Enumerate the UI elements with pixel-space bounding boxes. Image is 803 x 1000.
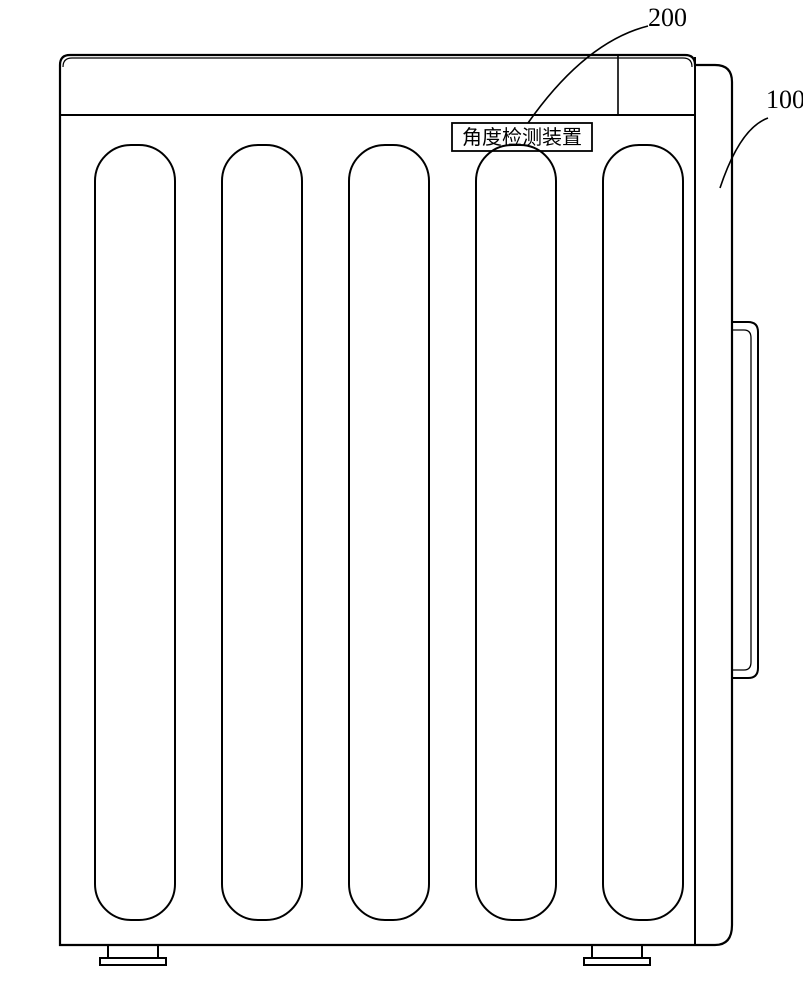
patent-diagram: 角度检测装置 xyxy=(0,0,803,1000)
lid-seam xyxy=(63,58,692,67)
front-slots xyxy=(95,145,683,920)
leader-200 xyxy=(528,26,648,123)
detection-device-label: 角度检测装置 xyxy=(462,126,582,149)
leader-100 xyxy=(720,118,768,188)
door-handle xyxy=(732,322,758,678)
appliance-outer-body xyxy=(60,55,732,945)
feet xyxy=(100,945,650,965)
ref-200: 200 xyxy=(648,3,687,33)
ref-100: 100 xyxy=(766,85,803,115)
